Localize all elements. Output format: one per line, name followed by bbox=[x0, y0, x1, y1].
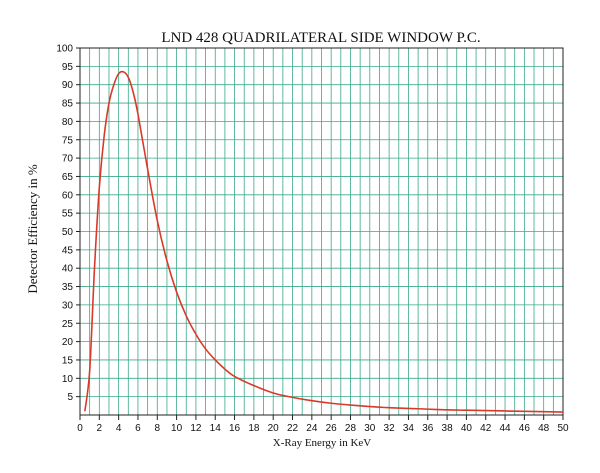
y-tick-label: 80 bbox=[62, 117, 74, 128]
x-tick-label: 28 bbox=[345, 423, 357, 434]
y-axis-label: Detector Efficiency in % bbox=[25, 164, 40, 294]
x-tick-label: 6 bbox=[135, 423, 141, 434]
x-tick-label: 30 bbox=[364, 423, 376, 434]
x-axis-ticks: 0 2 4 6 8 10 12 14 16 18 20 22 24 26 28 30 32 34 36 38 40 42 4… bbox=[77, 415, 569, 434]
y-tick-label: 25 bbox=[62, 319, 74, 330]
y-tick-label: 70 bbox=[62, 154, 74, 165]
x-tick-label: 8 bbox=[154, 423, 160, 434]
efficiency-curve bbox=[84, 70, 564, 413]
y-tick-label: 45 bbox=[62, 245, 74, 256]
x-tick-label: 38 bbox=[442, 423, 454, 434]
y-tick-label: 100 bbox=[56, 44, 73, 55]
x-tick-label: 40 bbox=[461, 423, 473, 434]
y-tick-label: 5 bbox=[67, 392, 73, 403]
x-tick-label: 46 bbox=[519, 423, 531, 434]
y-tick-label: 60 bbox=[62, 190, 74, 201]
x-tick-label: 10 bbox=[171, 423, 183, 434]
y-tick-label: 10 bbox=[62, 374, 74, 385]
y-tick-label: 20 bbox=[62, 337, 74, 348]
y-tick-label: 55 bbox=[62, 209, 74, 220]
x-tick-label: 26 bbox=[326, 423, 338, 434]
y-tick-label: 95 bbox=[62, 62, 74, 73]
y-tick-label: 35 bbox=[62, 282, 74, 293]
x-tick-label: 14 bbox=[210, 423, 222, 434]
x-tick-label: 12 bbox=[190, 423, 202, 434]
x-tick-label: 36 bbox=[422, 423, 434, 434]
x-tick-label: 2 bbox=[97, 423, 103, 434]
x-tick-label: 50 bbox=[557, 423, 569, 434]
x-tick-label: 16 bbox=[229, 423, 241, 434]
x-tick-label: 24 bbox=[306, 423, 318, 434]
chart-title: LND 428 QUADRILATERAL SIDE WINDOW P.C. bbox=[161, 30, 480, 46]
grid bbox=[80, 48, 563, 415]
x-tick-label: 22 bbox=[287, 423, 299, 434]
x-tick-label: 42 bbox=[480, 423, 492, 434]
y-tick-label: 75 bbox=[62, 135, 74, 146]
y-tick-label: 65 bbox=[62, 172, 74, 183]
y-axis-ticks: 5 10 15 20 25 30 35 40 45 50 55 60 65 70 75 80 85 90 95 100 bbox=[56, 44, 80, 403]
x-tick-label: 48 bbox=[538, 423, 550, 434]
y-tick-label: 40 bbox=[62, 264, 74, 275]
x-tick-label: 18 bbox=[248, 423, 260, 434]
y-tick-label: 30 bbox=[62, 300, 74, 311]
y-tick-label: 85 bbox=[62, 99, 74, 110]
x-tick-label: 32 bbox=[384, 423, 396, 434]
x-tick-label: 0 bbox=[77, 423, 83, 434]
y-tick-label: 15 bbox=[62, 355, 74, 366]
x-axis-label: X-Ray Energy in KeV bbox=[273, 437, 372, 449]
y-tick-label: 90 bbox=[62, 80, 74, 91]
x-tick-label: 34 bbox=[403, 423, 415, 434]
y-tick-label: 50 bbox=[62, 227, 74, 238]
x-tick-label: 4 bbox=[116, 423, 122, 434]
x-tick-label: 44 bbox=[499, 423, 511, 434]
x-tick-label: 20 bbox=[268, 423, 280, 434]
